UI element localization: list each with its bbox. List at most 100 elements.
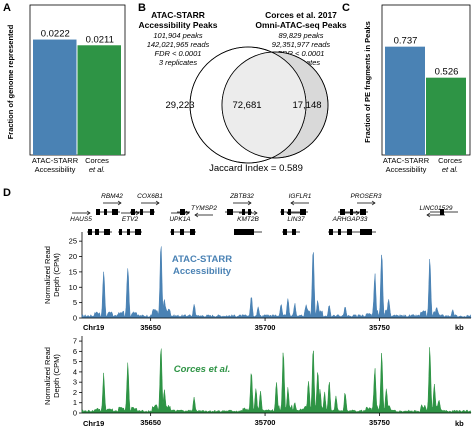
gene-etv2: ETV2	[118, 210, 142, 235]
gene-exon-zbtb32-1	[227, 209, 233, 215]
gene-label-lin37: LIN37	[287, 216, 305, 223]
gene-exon-kmt2b-1	[234, 229, 254, 235]
panel-label-a: A	[3, 2, 11, 14]
panel-c-xtick-1b: Accessibility	[386, 165, 427, 174]
gene-arrowhead-linc01529	[426, 212, 431, 218]
gene-exon-igflr1-3	[300, 209, 306, 215]
track-top-ytick-5: 5	[73, 298, 77, 307]
gene-exon-proser3-1	[340, 209, 345, 215]
gene-exon-rbm42-1	[96, 209, 100, 215]
venn-left-title-2: Accessibility Peaks	[139, 20, 218, 30]
track-bottom-unit: kb	[455, 419, 464, 428]
gene-exon-tymsp2-1	[180, 209, 185, 215]
panel-c-xtick-2b: et al.	[442, 165, 458, 174]
gene-tymsp2: TYMSP2	[177, 205, 217, 218]
track-top-ytick-0: 0	[73, 314, 77, 323]
venn-right-title-2: Omni-ATAC-seq Peaks	[255, 20, 347, 30]
track-bottom-signal	[81, 347, 472, 414]
track-top-ytick-20: 20	[69, 252, 77, 261]
gene-arrowhead-haus5	[86, 210, 91, 216]
panel-a-value-2: 0.0211	[86, 34, 114, 45]
panel-c-xtick-2a: Corces	[438, 156, 462, 165]
panel-a-ylabel: Fraction of genome represented	[6, 24, 15, 139]
panel-c-bar-2	[426, 77, 466, 155]
gene-label-cox6b1: COX6B1	[137, 193, 163, 200]
track-top-ytick-15: 15	[69, 267, 77, 276]
track-top-chrom: Chr19	[83, 323, 104, 332]
gene-label-upk1a: UPK1A	[169, 216, 190, 223]
track-top-xtick-35650: 35650	[140, 323, 161, 332]
gene-arrowhead-cox6b1	[155, 200, 160, 206]
panel-a-xtick-2b: et al.	[89, 165, 105, 174]
gene-lin37: LIN37	[282, 210, 305, 235]
venn-overlap-region	[222, 52, 306, 158]
panel-a-bar-2	[77, 45, 121, 155]
panel-label-d: D	[3, 187, 11, 199]
gene-exon-etv2-2	[127, 229, 130, 235]
gene-arrowhead-upk1a	[185, 210, 190, 216]
gene-kmt2b: KMT2B	[234, 210, 262, 235]
gene-exon-igflr1-1	[281, 209, 284, 215]
track-top-unit: kb	[455, 323, 464, 332]
gene-exon-linc01529-1	[440, 209, 444, 215]
venn-jaccard: Jaccard Index = 0.589	[209, 163, 303, 174]
gene-label-etv2: ETV2	[122, 216, 139, 223]
venn-right-only: 17,148	[292, 100, 321, 111]
gene-exon-cox6b1-2	[140, 209, 143, 215]
gene-exon-arhgap33-1	[329, 229, 333, 235]
gene-exon-etv2-1	[119, 229, 122, 235]
gene-label-proser3: PROSER3	[350, 193, 381, 200]
panel-a-xtick-2a: Corces	[85, 156, 109, 165]
gene-rbm42: RBM42	[96, 193, 123, 215]
gene-exon-lin37-2	[292, 229, 296, 235]
track-bottom-ytick-6: 6	[73, 347, 77, 356]
venn-left-stat-1: 101,904 peaks	[153, 31, 202, 40]
gene-label-tymsp2: TYMSP2	[191, 205, 217, 212]
gene-exon-zbtb32-2	[242, 209, 245, 215]
gene-exon-upk1a-3	[190, 229, 195, 235]
gene-label-arhgap33: ARHGAP33	[332, 216, 368, 223]
gene-arrowhead-igflr1	[290, 200, 295, 206]
gene-exon-arhgap33-4	[360, 229, 372, 235]
track-bottom-ytick-1: 1	[73, 398, 77, 407]
panel-c-value-2: 0.526	[435, 67, 459, 78]
gene-arrowhead-arhgap33	[355, 210, 360, 216]
track-top-ylabel-1: Normalized Read	[43, 246, 52, 304]
gene-arhgap33: ARHGAP33	[328, 210, 376, 235]
panel-c-chart: Fraction of PE fragments in Peaks 0.737 0…	[363, 4, 471, 174]
track-bottom-xtick-35700: 35700	[255, 418, 276, 427]
gene-exon-haus5-1	[88, 229, 92, 235]
venn-left-title-1: ATAC-STARR	[151, 10, 205, 20]
gene-arrowhead-kmt2b	[253, 210, 258, 216]
gene-arrowhead-proser3	[371, 200, 376, 206]
track-bottom-ylabel-1: Normalized Read	[43, 347, 52, 405]
gene-model-track: RBM42 COX6B1 TYMSP2 ZBTB32 IGFLR1 PROSER3 HAUS…	[70, 193, 458, 235]
panel-a-xtick-1a: ATAC-STARR	[32, 156, 79, 165]
gene-haus5: HAUS5	[70, 210, 112, 235]
track-bottom-ytick-3: 3	[73, 378, 77, 387]
panel-label-c: C	[342, 2, 350, 14]
gene-exon-zbtb32-3	[248, 209, 251, 215]
track-bottom-ytick-7: 7	[73, 337, 77, 346]
venn-right-stat-2: 92,351,977 reads	[272, 40, 331, 49]
gene-arrowhead-etv2	[135, 210, 140, 216]
gene-label-linc01529: LINC01529	[420, 205, 453, 212]
venn-overlap: 72,681	[232, 100, 261, 111]
track-top-signal	[81, 246, 472, 319]
panel-c-bar-1	[385, 46, 425, 156]
track-bottom-ytick-4: 4	[73, 367, 77, 376]
panel-c-value-1: 0.737	[394, 36, 418, 47]
track-top-ylabel-2: Depth (CPM)	[52, 253, 61, 297]
gene-label-kmt2b: KMT2B	[237, 216, 259, 223]
panel-c-xtick-1a: ATAC-STARR	[383, 156, 430, 165]
gene-exon-rbm42-2	[104, 209, 107, 215]
gene-proser3: PROSER3	[338, 193, 382, 215]
venn-left-stat-4: 3 replicates	[159, 58, 198, 67]
track-top-label-2: Accessibility	[173, 266, 232, 277]
venn-left-stat-3: FDR < 0.0001	[155, 49, 202, 58]
track-bottom-xtick-35750: 35750	[369, 418, 390, 427]
track-bottom-xtick-35650: 35650	[140, 418, 161, 427]
panel-a-bar-1	[33, 39, 77, 156]
gene-exon-proser3-2	[350, 209, 353, 215]
gene-label-igflr1: IGFLR1	[289, 193, 312, 200]
